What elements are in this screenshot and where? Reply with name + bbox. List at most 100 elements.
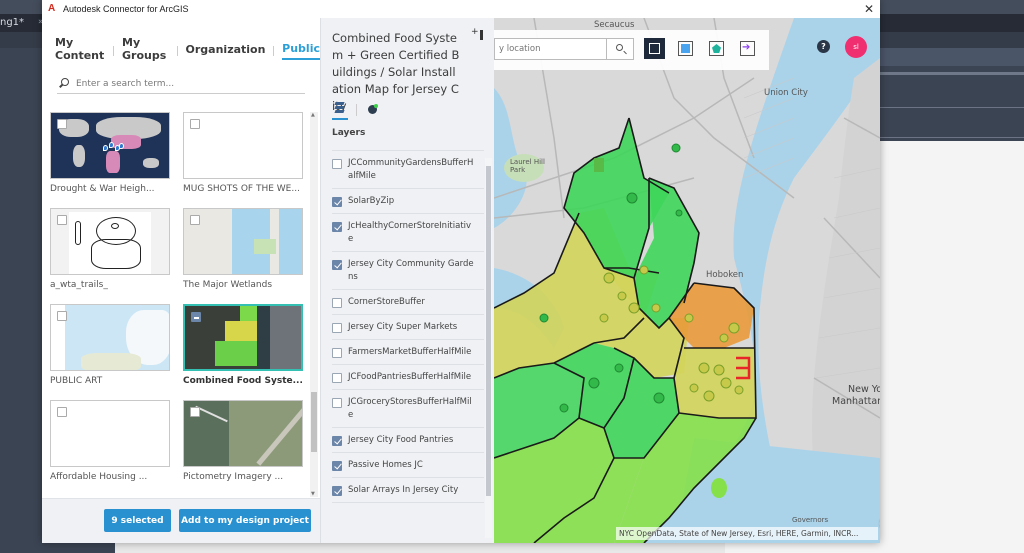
item-checkbox[interactable] [57,119,67,129]
background-status-area [115,543,725,553]
layer-checkbox[interactable] [332,159,342,169]
window-titlebar: A Autodesk Connector for ArcGIS ✕ [42,0,880,18]
item-checkbox-partial[interactable] [191,312,201,322]
layer-list-scrollbar[interactable] [485,158,492,538]
layer-name: JCFoodPantriesBufferHalfMile [348,372,472,382]
tab-divider [273,45,275,56]
layer-item[interactable]: JCCommunityGardensBufferHalfMile [332,151,484,189]
layer-checkbox[interactable] [332,398,342,408]
scroll-up-icon[interactable]: ▲ [311,112,315,118]
content-item-card[interactable]: Drought & War Heigh... [50,112,170,194]
tab-public[interactable]: Public [282,42,320,60]
map-label-secaucus: Secaucus [594,20,635,30]
item-thumbnail[interactable] [50,304,170,371]
item-thumbnail[interactable] [183,208,303,275]
item-checkbox[interactable] [190,407,200,417]
scroll-down-icon[interactable]: ▼ [311,491,315,497]
tab-layers[interactable] [332,100,348,120]
scrollbar-thumb[interactable] [311,392,317,452]
content-item-card-selected[interactable]: Combined Food Syste... [183,304,303,386]
export-tool[interactable]: ➔ [737,38,758,59]
layers-icon [334,102,345,114]
layer-checkbox[interactable] [332,436,342,446]
select-polygon-tool[interactable] [706,38,727,59]
item-title: Pictometry Imagery ... [183,472,284,482]
user-avatar[interactable]: sl [845,36,867,58]
layer-checkbox[interactable] [332,260,342,270]
tab-organization[interactable]: Organization [185,42,266,56]
search-icon [616,44,623,51]
item-checkbox[interactable] [57,311,67,321]
select-area-tool[interactable] [675,38,696,59]
content-item-card[interactable]: Pictometry Imagery ... [183,400,303,482]
layer-checkbox[interactable] [332,461,342,471]
item-checkbox[interactable] [190,119,200,129]
tab-my-groups[interactable]: My Groups [122,36,167,62]
selected-count-button[interactable]: 9 selected [104,509,171,532]
content-item-card[interactable]: MUG SHOTS OF THE WE... [183,112,303,194]
close-button[interactable]: ✕ [863,2,874,16]
add-to-project-button[interactable]: Add to my design project [179,509,311,532]
select-rectangle-tool[interactable] [644,38,665,59]
content-item-card[interactable]: The Major Wetlands [183,208,303,290]
connector-dialog: A Autodesk Connector for ArcGIS ✕ My Con… [42,0,880,543]
item-thumbnail[interactable] [50,208,170,275]
layer-item[interactable]: Passive Homes JC [332,453,484,478]
layer-checkbox[interactable] [332,298,342,308]
rectangle-select-icon [649,43,660,54]
map-canvas[interactable] [494,18,880,543]
layer-item[interactable]: CornerStoreBuffer [332,290,484,315]
layer-checkbox[interactable] [332,373,342,383]
item-thumbnail[interactable] [183,112,303,179]
layer-checkbox[interactable] [332,348,342,358]
content-item-card[interactable]: a_wta_trails_ [50,208,170,290]
layer-checkbox[interactable] [332,222,342,232]
window-title: Autodesk Connector for ArcGIS [63,4,189,14]
item-title: Combined Food Syste... [183,376,303,386]
map-view[interactable]: Secaucus Union City Hoboken New York Man… [494,18,880,543]
content-item-card[interactable]: Affordable Housing ... [50,400,170,482]
item-title: a_wta_trails_ [50,280,108,290]
layer-item[interactable]: Jersey City Community Gardens [332,252,484,290]
layer-checkbox[interactable] [332,486,342,496]
location-search-input[interactable] [494,38,606,60]
layer-item[interactable]: Jersey City Food Pantries [332,428,484,453]
search-input[interactable] [76,78,296,89]
layer-checkbox[interactable] [332,323,342,333]
location-search-button[interactable] [606,38,634,60]
item-checkbox[interactable] [57,407,67,417]
layer-item[interactable]: FarmersMarketBufferHalfMile [332,340,484,365]
layer-item[interactable]: JcHealthyCornerStoreInitiative [332,214,484,252]
collapse-panel-icon[interactable]: + [471,27,483,40]
item-checkbox[interactable] [57,215,67,225]
tab-my-content[interactable]: My Content [55,36,105,62]
map-label-hoboken: Hoboken [706,270,744,280]
item-thumbnail[interactable] [50,400,170,467]
search-icon [57,77,71,91]
content-scrollbar[interactable]: ▲ ▼ [310,112,318,497]
item-thumbnail[interactable] [50,112,170,179]
item-thumbnail[interactable] [183,400,303,467]
background-document-tab[interactable]: ng1* [0,17,25,28]
layer-name: FarmersMarketBufferHalfMile [348,347,472,357]
layer-item[interactable]: JCGroceryStoresBufferHalfMile [332,390,484,428]
background-tab-overflow-icon[interactable]: » [38,17,44,27]
item-checkbox[interactable] [190,215,200,225]
layer-list: JCCommunityGardensBufferHalfMile SolarBy… [332,150,484,535]
background-ribbon-band [880,48,1024,66]
layer-item[interactable]: JCFoodPantriesBufferHalfMile [332,365,484,390]
item-title: The Major Wetlands [183,280,273,290]
item-thumbnail[interactable] [183,304,303,371]
map-label-laurel-hill: Laurel Hill Park [510,158,545,174]
background-drawing-canvas [880,141,1024,553]
layer-item[interactable]: Solar Arrays In Jersey City [332,478,484,503]
layer-item[interactable]: SolarByZip [332,189,484,214]
content-item-card[interactable]: PUBLIC ART [50,304,170,386]
tab-legend[interactable] [365,102,381,118]
layer-item[interactable]: Jersey City Super Markets [332,315,484,340]
help-button[interactable]: ? [817,40,830,53]
layer-checkbox[interactable] [332,197,342,207]
scrollbar-thumb[interactable] [486,166,491,496]
map-attribution[interactable]: NYC OpenData, State of New Jersey, Esri,… [616,527,878,540]
map-label-union-city: Union City [764,88,808,98]
